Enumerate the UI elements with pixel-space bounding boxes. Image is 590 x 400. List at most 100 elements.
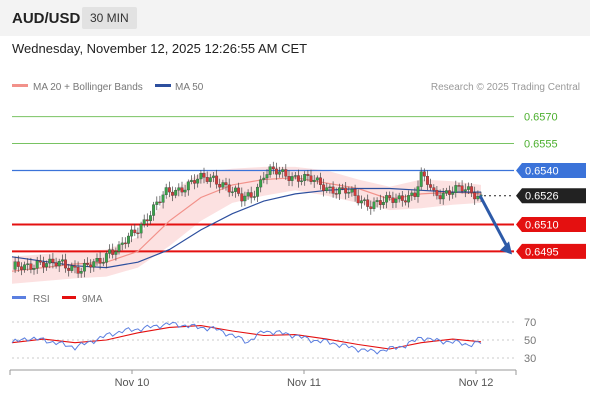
- candle-body: [268, 166, 272, 175]
- candle-body: [378, 200, 382, 205]
- candle-body: [108, 249, 112, 254]
- candle-body: [76, 267, 80, 274]
- candle-body: [26, 263, 30, 265]
- timeframe-button[interactable]: 30 MIN: [82, 7, 137, 29]
- candle-body: [300, 180, 304, 182]
- candle-body: [202, 173, 206, 178]
- candle-body: [145, 219, 149, 222]
- level-badge-0.6510: [516, 217, 586, 232]
- candle-body: [234, 187, 237, 192]
- candle-body: [293, 175, 297, 177]
- level-badge-0.6526: [516, 188, 586, 204]
- x-tick-label: Nov 11: [287, 377, 321, 389]
- candle-body: [419, 171, 423, 187]
- candle-body: [369, 206, 373, 209]
- timestamp: Wednesday, November 12, 2025 12:26:55 AM…: [12, 41, 308, 56]
- candle-body: [413, 192, 417, 197]
- candle-body: [186, 181, 190, 191]
- candle-body: [133, 229, 137, 234]
- candle-body: [218, 184, 222, 188]
- candle-body: [394, 198, 398, 203]
- chart-header: AUD/USD 30 MIN: [0, 0, 590, 36]
- candle-body: [470, 186, 474, 193]
- candle-body: [101, 262, 105, 264]
- candle-body: [211, 175, 215, 178]
- x-axis: Nov 10 Nov 11 Nov 12: [9, 369, 517, 389]
- candle-body: [400, 195, 404, 201]
- candle-body: [104, 253, 108, 263]
- candle-body: [142, 219, 146, 225]
- candle-body: [306, 174, 310, 176]
- candle-body: [196, 178, 200, 184]
- candle-body: [171, 191, 174, 196]
- candle-body: [328, 186, 332, 189]
- candle-body: [89, 264, 93, 268]
- candle-body: [416, 186, 420, 197]
- candle-body: [341, 187, 344, 189]
- candle-body: [215, 175, 219, 185]
- candle-body: [205, 177, 209, 182]
- candle-body: [271, 166, 275, 170]
- candle-body: [315, 177, 319, 181]
- candle-body: [54, 262, 58, 267]
- candle-body: [256, 186, 259, 197]
- candle-body: [410, 192, 414, 196]
- candle-body: [180, 187, 184, 193]
- candle-body: [363, 199, 366, 201]
- rsi-ma-legend-swatch: [62, 296, 76, 299]
- level-label-0.6495: 0.6495: [525, 246, 559, 258]
- candle-body: [189, 180, 193, 182]
- candle-body: [325, 187, 329, 191]
- candle-body: [67, 267, 71, 271]
- candle-body: [230, 191, 234, 193]
- candle-body: [259, 179, 263, 188]
- candle-body: [167, 187, 171, 193]
- candle-body: [193, 180, 197, 184]
- candle-body: [404, 200, 407, 203]
- copyright-label: Research © 2025 Trading Central: [431, 82, 580, 93]
- ma50-legend-swatch: [155, 84, 171, 87]
- candle-body: [429, 184, 433, 188]
- candle-body: [161, 194, 165, 203]
- candle-body: [451, 192, 455, 195]
- level-badge-0.6540: [516, 163, 586, 178]
- ma20-legend-label: MA 20 + Bollinger Bands: [33, 82, 143, 93]
- candle-body: [149, 215, 152, 222]
- candle-body: [79, 271, 83, 274]
- candle-body: [86, 263, 89, 265]
- rsi-ma-line: [11, 325, 482, 350]
- candle-body: [476, 195, 480, 200]
- candle-body: [13, 261, 17, 270]
- candle-body: [319, 177, 322, 185]
- candle-body: [23, 264, 27, 270]
- ma20-legend-swatch: [12, 84, 28, 87]
- candle-body: [274, 168, 278, 175]
- candle-body: [463, 189, 467, 192]
- candle-body: [252, 196, 256, 198]
- candle-body: [127, 235, 130, 244]
- candle-body: [164, 187, 168, 196]
- rsi-line: [11, 321, 482, 355]
- candle-body: [240, 193, 244, 202]
- arrow-head: [500, 241, 512, 255]
- candle-body: [448, 190, 451, 195]
- candle-body: [249, 192, 253, 198]
- candle-body: [312, 179, 316, 182]
- candle-body: [57, 261, 61, 267]
- candle-body: [438, 195, 442, 200]
- candle-body: [32, 268, 36, 270]
- price-legend: MA 20 + Bollinger Bands MA 50 Research ©…: [12, 82, 580, 93]
- candle-body: [224, 182, 228, 185]
- projection-arrow: [478, 194, 512, 255]
- candle-body: [60, 259, 64, 262]
- level-badge-0.6495: [516, 243, 586, 259]
- candle-body: [208, 177, 212, 182]
- candle-body: [199, 173, 203, 180]
- symbol-label: AUD/USD: [12, 10, 81, 27]
- price-levels: [12, 116, 514, 253]
- candle-body: [359, 200, 363, 204]
- candle-body: [281, 169, 285, 172]
- candle-body: [19, 266, 23, 270]
- candle-body: [296, 175, 300, 182]
